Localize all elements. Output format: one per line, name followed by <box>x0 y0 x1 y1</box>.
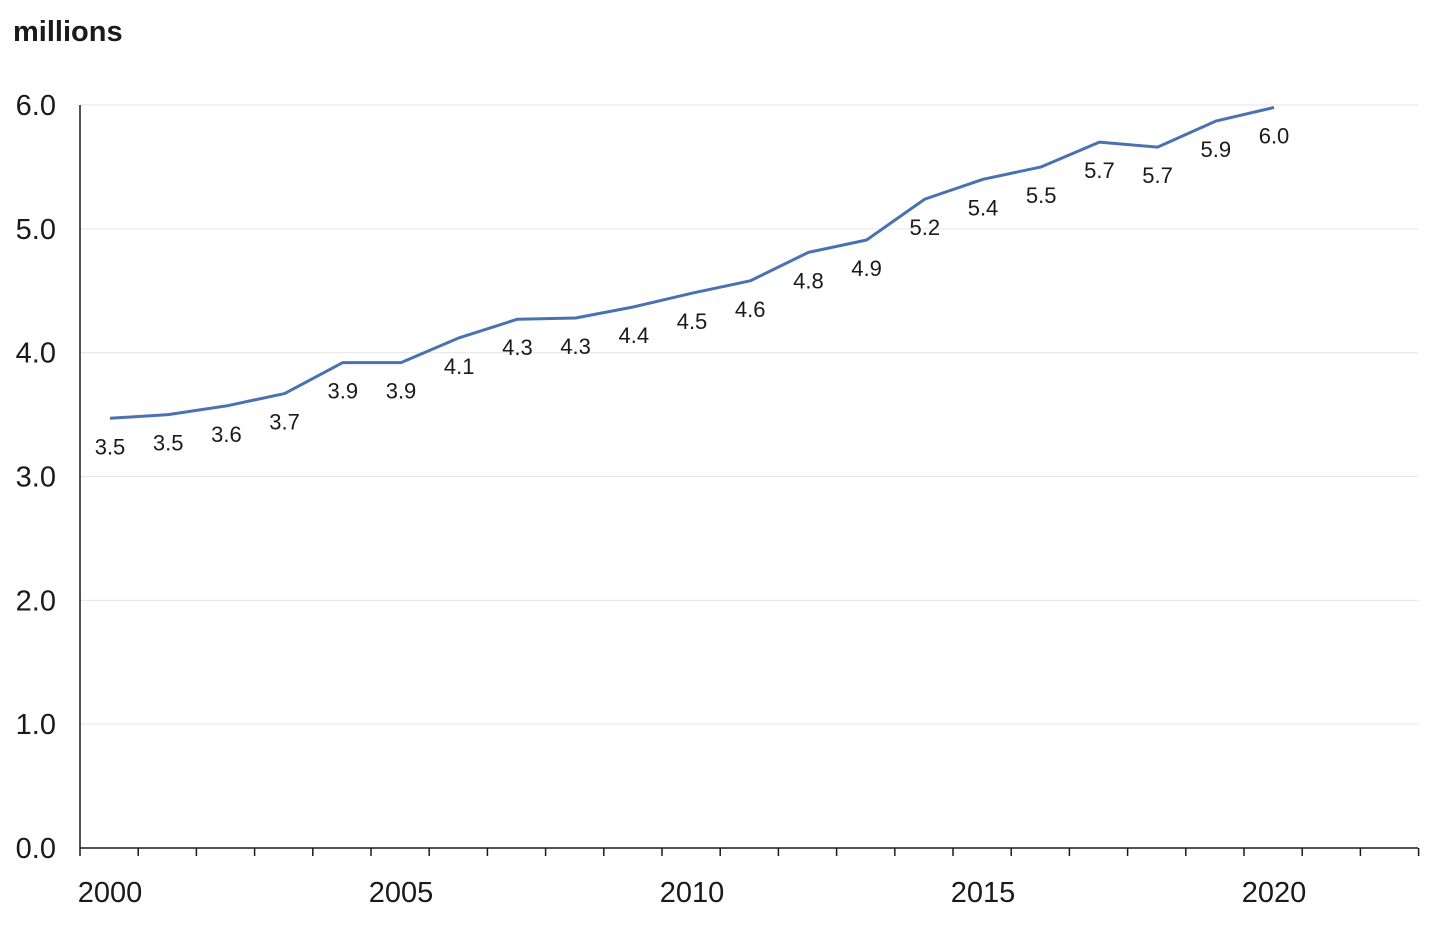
data-label: 3.9 <box>328 379 359 404</box>
y-tick-label: 0.0 <box>16 833 56 865</box>
x-tick-label: 2015 <box>951 877 1016 909</box>
x-tick-label: 2010 <box>660 877 725 909</box>
data-label: 5.9 <box>1201 137 1232 162</box>
y-tick-label: 1.0 <box>16 709 56 741</box>
data-label: 3.9 <box>386 379 417 404</box>
data-label: 6.0 <box>1259 123 1290 148</box>
data-label: 5.2 <box>910 215 941 240</box>
data-label: 4.4 <box>619 323 650 348</box>
y-tick-label: 6.0 <box>16 90 56 122</box>
data-label: 3.6 <box>211 422 242 447</box>
data-label: 3.5 <box>95 434 126 459</box>
data-label: 5.7 <box>1084 158 1115 183</box>
data-label: 5.7 <box>1142 163 1173 188</box>
data-label: 4.1 <box>444 354 475 379</box>
y-tick-label: 4.0 <box>16 338 56 370</box>
x-tick-label: 2020 <box>1242 877 1307 909</box>
series-line <box>110 107 1274 418</box>
data-label: 4.3 <box>502 335 533 360</box>
y-tick-label: 2.0 <box>16 585 56 617</box>
data-label: 4.3 <box>560 334 591 359</box>
data-label: 3.7 <box>269 410 300 435</box>
data-label: 5.4 <box>968 195 999 220</box>
data-label: 4.9 <box>851 256 882 281</box>
y-tick-label: 5.0 <box>16 214 56 246</box>
data-label: 5.5 <box>1026 183 1057 208</box>
x-tick-label: 2000 <box>78 877 143 909</box>
x-tick-label: 2005 <box>369 877 434 909</box>
data-label: 4.8 <box>793 268 824 293</box>
y-tick-label: 3.0 <box>16 462 56 494</box>
data-label: 3.5 <box>153 431 184 456</box>
data-label: 4.6 <box>735 297 766 322</box>
data-label: 4.5 <box>677 309 708 334</box>
y-axis-unit-label: millions <box>13 16 123 49</box>
